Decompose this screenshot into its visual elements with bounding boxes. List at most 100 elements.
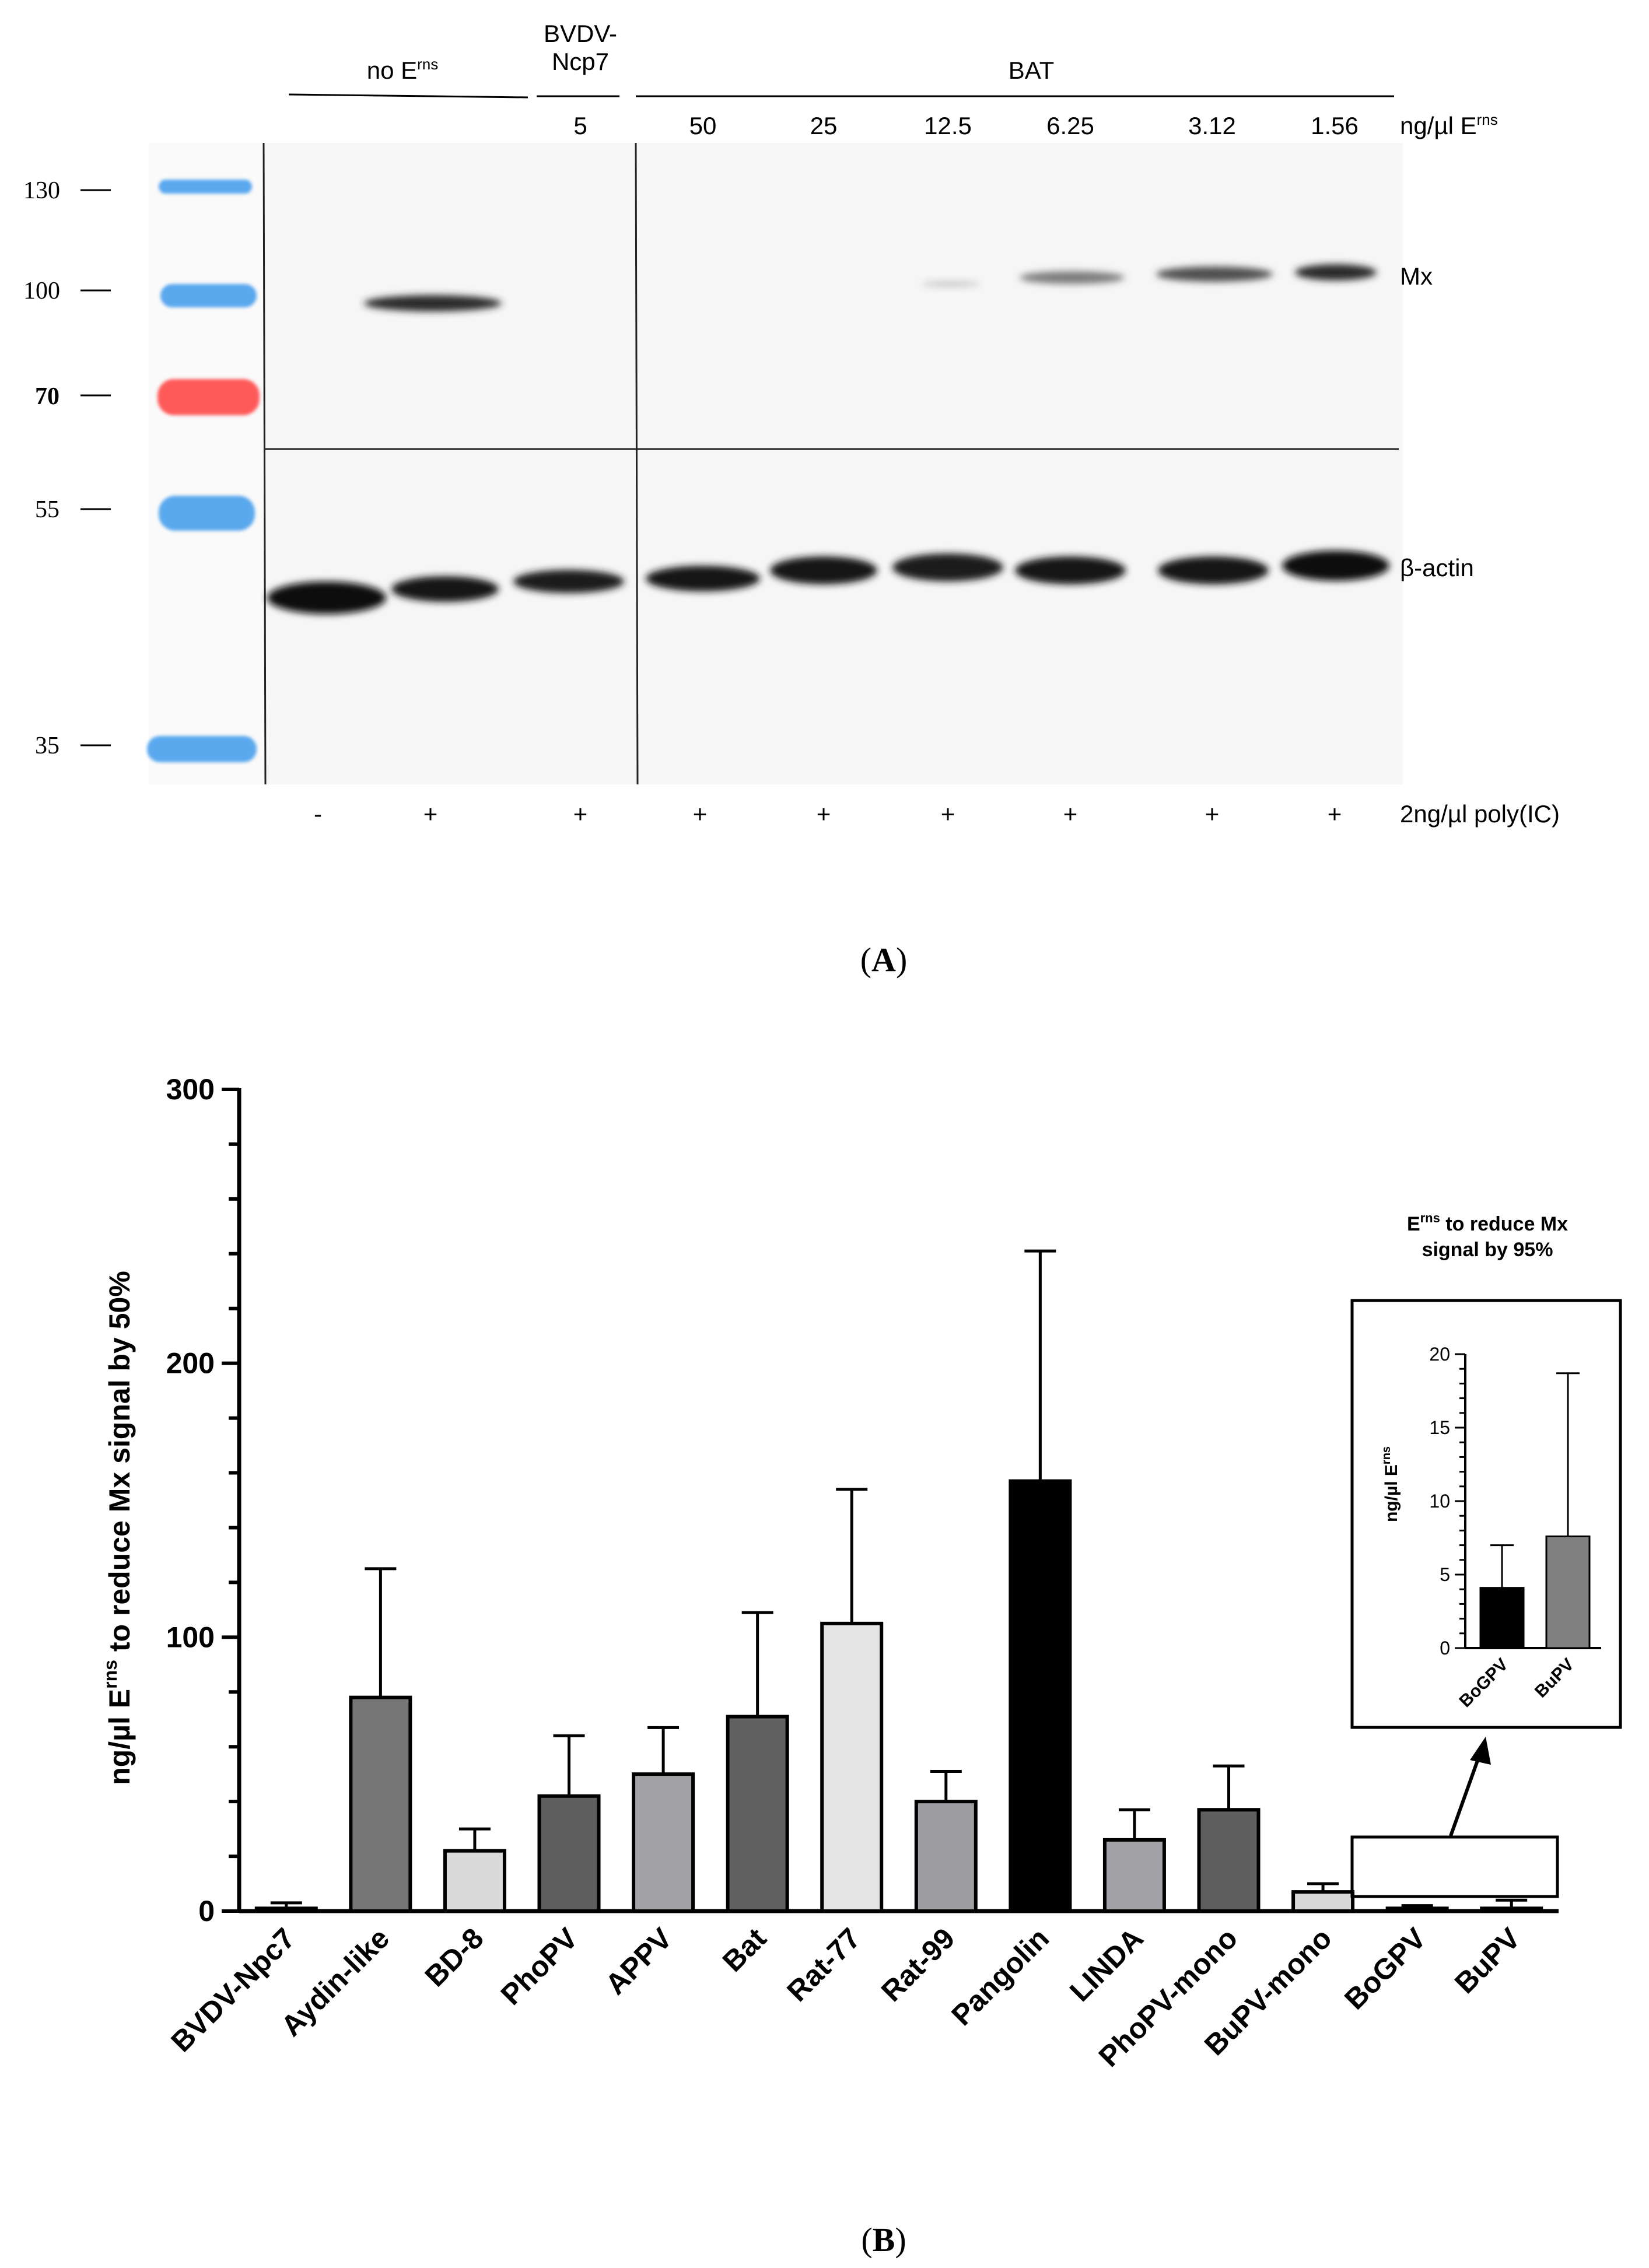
treatment-value: - [314, 800, 322, 828]
ladder-band-130 [159, 180, 252, 194]
treatment-value: + [1205, 800, 1220, 828]
actin-band-lane-4 [646, 566, 760, 591]
concentration-value: 5 [573, 112, 587, 139]
bar-bat [726, 1715, 789, 1913]
treatment-value: + [1063, 800, 1078, 828]
actin-band-lane-6 [892, 553, 1003, 581]
marker-labels: 130 100 70 55 35 [23, 177, 111, 759]
ladder-band-100 [160, 284, 257, 307]
concentration-value: 1.56 [1311, 112, 1359, 139]
band-label-mx: Mx [1400, 262, 1433, 290]
mx-band-lane-7 [1020, 271, 1125, 284]
bar-phopv-mono [1197, 1808, 1261, 1913]
bar-pangolin [1009, 1479, 1072, 1913]
actin-band-lane-1 [267, 581, 386, 614]
treatment-value: + [1328, 800, 1342, 828]
marker-label-55: 55 [35, 496, 59, 523]
concentration-value: 25 [810, 112, 838, 139]
mx-band-lane-6 [922, 281, 980, 287]
inset-y-tick-label: 15 [1429, 1417, 1450, 1438]
x-category-label: Rat-77 [780, 1922, 867, 2008]
inset-y-axis-title: ng/µl Erns [1380, 1446, 1401, 1522]
panel-b-label: (B) [861, 2221, 906, 2259]
group-label-bat: BAT [1009, 57, 1055, 84]
ladder-lane [149, 143, 265, 784]
inset-bar-bupv [1545, 1535, 1591, 1649]
x-category-label: LINDA [1063, 1922, 1150, 2008]
actin-band-lane-3 [513, 570, 624, 593]
inset-frame [1350, 1299, 1622, 1729]
y-tick-label: 100 [166, 1621, 215, 1653]
inset-y-tick-label: 10 [1429, 1491, 1450, 1512]
marker-label-130: 130 [23, 177, 60, 204]
bar-bogpv [1385, 1906, 1449, 1913]
y-tick-label: 300 [166, 1073, 215, 1106]
x-category-label: APPV [599, 1922, 678, 2001]
actin-band-lane-8 [1158, 556, 1269, 584]
bar-bupv [1480, 1906, 1543, 1913]
y-tick-label: 0 [198, 1895, 215, 1927]
marker-label-70: 70 [35, 383, 59, 410]
y-axis-title: ng/µl Erns to reduce Mx signal by 50% [100, 1271, 136, 1785]
actin-band-lane-5 [770, 556, 877, 584]
actin-bands [267, 551, 1389, 614]
mx-band-lane-2 [364, 295, 502, 311]
concentration-value: 6.25 [1046, 112, 1094, 139]
concentration-value: 3.12 [1188, 112, 1236, 139]
inset-y-tick-label: 5 [1440, 1564, 1450, 1585]
inset-y-tick-label: 0 [1440, 1638, 1450, 1659]
band-label-beta-actin: β-actin [1400, 554, 1474, 581]
treatment-title: 2ng/µl poly(IC) [1400, 800, 1560, 828]
concentration-value: 12.5 [924, 112, 972, 139]
inset-highlight-box [1350, 1835, 1559, 1898]
bar-linda [1102, 1838, 1166, 1913]
mx-band-lane-8 [1156, 267, 1273, 282]
inset-chart-axes: 0 5 10 15 20 [1429, 1344, 1601, 1659]
bar-phopv [537, 1794, 601, 1913]
actin-band-lane-9 [1282, 551, 1389, 581]
panel-a-label: (A) [860, 941, 908, 979]
treatment-value: + [423, 800, 438, 828]
actin-band-lane-7 [1015, 556, 1126, 584]
group-label-no-erns: no Erns [367, 55, 439, 84]
x-category-label: Bat [716, 1922, 773, 1978]
lane-divider-left [262, 142, 267, 785]
treatment-value: + [941, 800, 955, 828]
inset-chart-bars [1479, 1372, 1591, 1649]
marker-label-35: 35 [35, 732, 59, 759]
ladder-band-55 [159, 496, 255, 531]
x-category-label: BuPV [1448, 1922, 1527, 2000]
bar-rat-77 [820, 1621, 884, 1913]
bar-rat-99 [914, 1800, 978, 1913]
inset-arrow-head [1470, 1737, 1491, 1765]
x-category-label: PhoPV [495, 1922, 584, 2011]
concentration-title: ng/µl Erns [1400, 111, 1498, 139]
concentration-row: 5 50 25 12.5 6.25 3.12 1.56 [573, 112, 1359, 139]
concentration-value: 50 [689, 112, 717, 139]
bar-bd-8 [443, 1849, 506, 1913]
ladder-band-70 [157, 379, 260, 415]
treatment-row: - + + + + + + + + [314, 800, 1342, 828]
marker-label-100: 100 [23, 278, 60, 304]
inset-bar-bogpv [1479, 1587, 1525, 1649]
inset-y-tick-label: 20 [1429, 1344, 1450, 1365]
main-chart-bars [254, 1249, 1543, 1913]
bar-appv [632, 1772, 695, 1913]
inset-arrow-line [1449, 1751, 1482, 1837]
x-category-label: Rat-99 [875, 1922, 961, 2008]
treatment-value: + [693, 800, 708, 828]
mx-band-lane-9 [1295, 264, 1377, 281]
actin-band-lane-2 [391, 576, 499, 602]
bar-bvdv-npc7 [254, 1906, 318, 1913]
y-tick-label: 200 [166, 1347, 215, 1380]
bar-aydin-like [349, 1695, 412, 1913]
lane-divider-bat [635, 142, 639, 785]
treatment-value: + [817, 800, 831, 828]
x-category-label: BVDV-Npc7 [164, 1922, 301, 2058]
bar-bupv-mono [1291, 1890, 1355, 1913]
ladder-band-35 [147, 736, 257, 762]
blot-background [149, 143, 1403, 784]
